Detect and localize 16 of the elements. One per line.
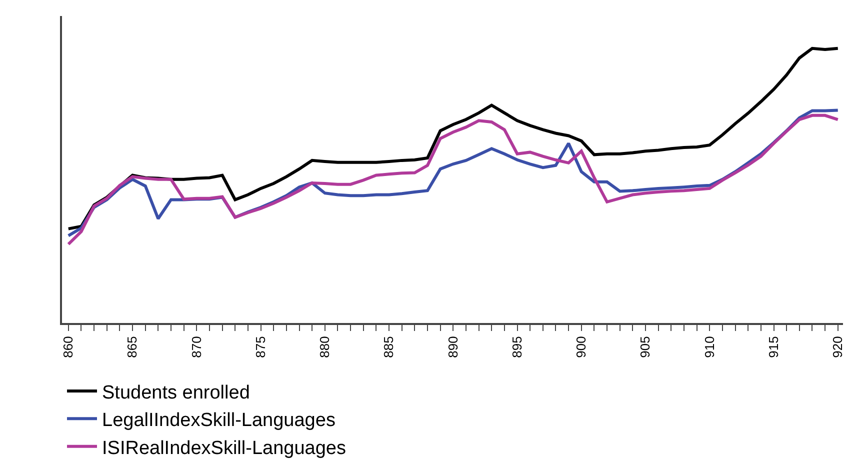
x-tick-label: 865	[124, 336, 140, 358]
x-tick-label: 875	[253, 336, 268, 358]
x-tick-label: 885	[381, 336, 396, 358]
x-tick-label: 905	[638, 336, 653, 358]
x-tick-label: 890	[445, 336, 460, 358]
x-tick-label: 915	[766, 336, 781, 358]
x-tick-label: 870	[188, 336, 204, 358]
x-tick-label: 880	[317, 336, 332, 358]
x-tick-label: 860	[60, 336, 76, 358]
x-tick-label: 900	[574, 336, 589, 358]
legend-label: LegalIIndexSkill-Languages	[102, 410, 336, 432]
x-tick-label: 895	[509, 336, 524, 358]
x-tick-label: 910	[702, 336, 717, 358]
x-tick-label: 920	[830, 336, 846, 358]
legend-label: ISIRealIndexSkill-Languages	[102, 438, 346, 459]
legend-label: Students enrolled	[102, 382, 250, 404]
